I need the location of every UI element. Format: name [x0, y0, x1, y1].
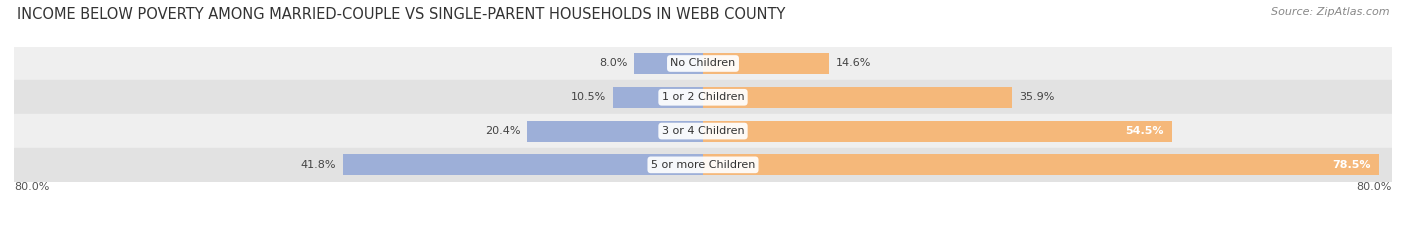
Bar [14, 114, 1392, 148]
Text: 80.0%: 80.0% [1357, 182, 1392, 192]
Text: 80.0%: 80.0% [14, 182, 49, 192]
Text: Source: ZipAtlas.com: Source: ZipAtlas.com [1271, 7, 1389, 17]
Text: 14.6%: 14.6% [835, 58, 870, 69]
Bar [703, 121, 1173, 141]
Text: 1 or 2 Children: 1 or 2 Children [662, 92, 744, 102]
Bar [343, 154, 703, 175]
Text: 78.5%: 78.5% [1331, 160, 1371, 170]
Text: 54.5%: 54.5% [1125, 126, 1164, 136]
Text: 5 or more Children: 5 or more Children [651, 160, 755, 170]
Text: 3 or 4 Children: 3 or 4 Children [662, 126, 744, 136]
Bar [613, 87, 703, 108]
Text: 20.4%: 20.4% [485, 126, 520, 136]
Bar [14, 148, 1392, 182]
Bar [703, 53, 828, 74]
Bar [703, 87, 1012, 108]
Text: 35.9%: 35.9% [1019, 92, 1054, 102]
Bar [527, 121, 703, 141]
Text: No Children: No Children [671, 58, 735, 69]
Bar [703, 154, 1379, 175]
Text: 10.5%: 10.5% [571, 92, 606, 102]
Bar [634, 53, 703, 74]
Bar [14, 47, 1392, 80]
Text: INCOME BELOW POVERTY AMONG MARRIED-COUPLE VS SINGLE-PARENT HOUSEHOLDS IN WEBB CO: INCOME BELOW POVERTY AMONG MARRIED-COUPL… [17, 7, 785, 22]
Text: 41.8%: 41.8% [301, 160, 336, 170]
Text: 8.0%: 8.0% [599, 58, 627, 69]
Bar [14, 80, 1392, 114]
